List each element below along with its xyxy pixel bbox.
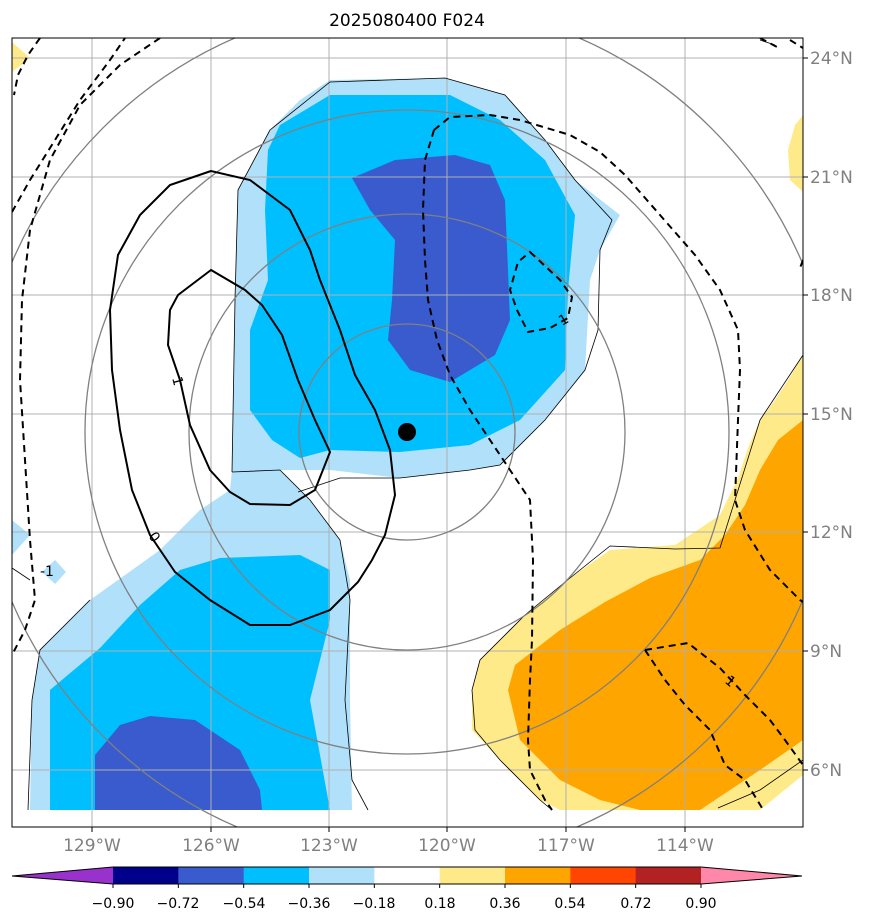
colorbar-outline	[11, 866, 803, 885]
map-frame	[11, 37, 804, 828]
colorbar-tick-label: 0.72	[620, 896, 651, 912]
fill-negative-tiny-patch	[42, 560, 66, 584]
contour-label: 1	[168, 375, 186, 388]
latitude-labels: 24°N 21°N 18°N 15°N 12°N 9°N 6°N	[810, 49, 853, 781]
dashed-contours	[12, 38, 803, 811]
fill-negative-small-west	[12, 520, 30, 555]
colorbar-segments	[12, 867, 802, 888]
thin-field-outlines	[12, 39, 803, 811]
lat-lon-gridlines	[12, 38, 803, 827]
colorbar-tick-label: 0.36	[489, 896, 520, 912]
lat-tick-label: 24°N	[810, 49, 853, 69]
lat-tick-label: 21°N	[810, 168, 853, 188]
axis-tick-marks	[91, 57, 808, 832]
fill-positive-mid-southeast	[508, 420, 803, 810]
range-rings	[12, 38, 803, 827]
colorbar-tick-label: 0.54	[554, 896, 585, 912]
colorbar-extend-low	[12, 867, 113, 884]
contour-label: -1	[40, 564, 54, 580]
map-panel: 1 0 1 1 -1	[12, 38, 803, 827]
fill-positive-small-northeast	[788, 115, 803, 192]
colorbar-labels: −0.90 −0.72 −0.54 −0.36 −0.18 0.18 0.36 …	[92, 896, 717, 912]
colorbar-tick-label: −0.72	[157, 896, 200, 912]
lon-tick-label: 117°W	[537, 836, 595, 856]
colorbar-extend-high	[701, 867, 802, 884]
lat-tick-label: 12°N	[810, 523, 853, 543]
colorbar-segment	[374, 867, 441, 884]
colorbar-segment	[505, 867, 571, 884]
lon-tick-label: 126°W	[182, 836, 240, 856]
lon-tick-label: 123°W	[300, 836, 358, 856]
colorbar-tick-label: −0.90	[92, 896, 135, 912]
colorbar-tick-label: 0.90	[685, 896, 716, 912]
colorbar-tick-label: −0.36	[288, 896, 331, 912]
lon-tick-label: 120°W	[418, 836, 476, 856]
lon-tick-label: 114°W	[656, 836, 714, 856]
solid-contours	[108, 169, 397, 626]
lat-tick-label: 6°N	[810, 761, 842, 781]
lat-tick-label: 15°N	[810, 405, 853, 425]
lat-tick-label: 18°N	[810, 286, 853, 306]
figure-title: 2025080400 F024	[329, 11, 485, 31]
colorbar-segment	[309, 867, 375, 884]
colorbar: −0.90 −0.72 −0.54 −0.36 −0.18 0.18 0.36 …	[11, 866, 803, 912]
colorbar-tick-label: −0.54	[223, 896, 266, 912]
fill-positive-small-northwest	[12, 42, 30, 72]
longitude-labels: 129°W 126°W 123°W 120°W 117°W 114°W	[63, 836, 714, 856]
colorbar-tick-label: −0.18	[353, 896, 396, 912]
fill-negative-core-southwest	[95, 716, 262, 810]
colorbar-tick-label: 0.18	[424, 896, 455, 912]
colorbar-segment	[113, 867, 179, 884]
lat-tick-label: 9°N	[810, 642, 842, 662]
colorbar-segment	[178, 867, 245, 884]
colorbar-segment	[243, 867, 310, 884]
colorbar-segment	[570, 867, 637, 884]
colorbar-segment	[439, 867, 506, 884]
storm-center-marker	[398, 423, 416, 441]
colorbar-segment	[635, 867, 702, 884]
lon-tick-label: 129°W	[63, 836, 121, 856]
